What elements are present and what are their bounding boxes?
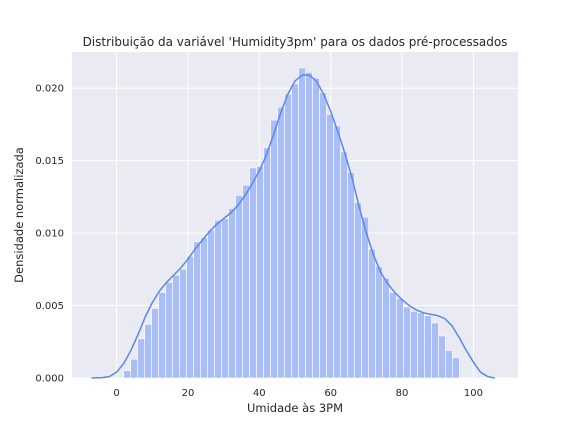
x-tick-label: 100	[464, 388, 483, 399]
histogram-bar	[144, 324, 153, 379]
x-tick-label: 40	[253, 388, 266, 399]
x-tick-label: 60	[324, 388, 337, 399]
histogram-bar	[403, 306, 411, 379]
chart-title: Distribuição da variável 'Humidity3pm' p…	[83, 35, 508, 49]
histogram-bar	[242, 184, 250, 379]
histogram-bar	[424, 315, 432, 379]
histogram-bars	[123, 67, 460, 379]
histogram-bar	[326, 114, 334, 379]
histogram-bar	[277, 106, 285, 379]
histogram-bar	[270, 119, 278, 379]
histogram-bar	[305, 71, 313, 379]
y-tick-labels: 0.000 0.005 0.010 0.015 0.020	[35, 84, 64, 385]
histogram-bar	[333, 125, 341, 379]
y-tick-label: 0.005	[35, 301, 64, 312]
histogram-bar	[186, 255, 194, 379]
histogram-bar	[214, 219, 222, 379]
y-tick-label: 0.010	[35, 229, 64, 240]
y-tick-label: 0.015	[35, 156, 64, 167]
histogram-bar	[158, 292, 166, 379]
histogram-bar	[445, 350, 453, 379]
histogram-bar	[137, 338, 146, 379]
histogram-bar	[452, 357, 460, 379]
x-tick-label: 0	[113, 388, 119, 399]
histogram-bar	[235, 195, 243, 379]
histogram-bar	[221, 218, 229, 379]
histogram-bar	[312, 77, 320, 379]
histogram-bar	[375, 266, 383, 379]
histogram-bar	[368, 248, 376, 379]
y-tick-label: 0.020	[35, 84, 64, 95]
x-tick-label: 20	[182, 388, 195, 399]
histogram-bar	[354, 202, 362, 379]
histogram-bar	[123, 370, 132, 379]
histogram-bar	[172, 274, 180, 379]
x-tick-label: 80	[396, 388, 409, 399]
y-axis-label: Densidade normalizada	[12, 147, 26, 283]
histogram-bar	[438, 335, 446, 379]
histogram-bar	[179, 269, 187, 379]
histogram-bar	[207, 229, 215, 379]
kde-curve	[91, 74, 495, 379]
y-tick-label: 0.000	[35, 374, 64, 385]
histogram-bar	[319, 92, 327, 379]
histogram-bar	[151, 308, 160, 379]
histogram-bar	[417, 312, 425, 379]
histogram-bar	[298, 67, 306, 379]
histogram-bar	[389, 292, 397, 379]
histogram-bar	[130, 358, 139, 379]
histogram-bar	[382, 277, 390, 379]
histogram-bar	[228, 208, 236, 379]
histogram-bar	[431, 322, 439, 379]
histogram-bar	[361, 216, 369, 379]
histogram-bar	[291, 83, 299, 379]
histogram-bar	[410, 311, 418, 379]
histogram-bar	[263, 147, 271, 379]
histogram-bar	[249, 167, 257, 379]
histogram-bar	[256, 166, 264, 379]
histogram-bar	[396, 298, 404, 379]
histogram-bar	[165, 282, 173, 379]
x-axis-label: Umidade às 3PM	[247, 401, 343, 415]
histogram-bar	[200, 237, 208, 379]
histogram-bar	[347, 171, 355, 379]
histogram-bar	[284, 93, 292, 379]
histogram-bar	[340, 151, 348, 379]
histogram-bar	[193, 241, 201, 379]
x-tick-labels: 0 20 40 60 80 100	[113, 388, 483, 399]
